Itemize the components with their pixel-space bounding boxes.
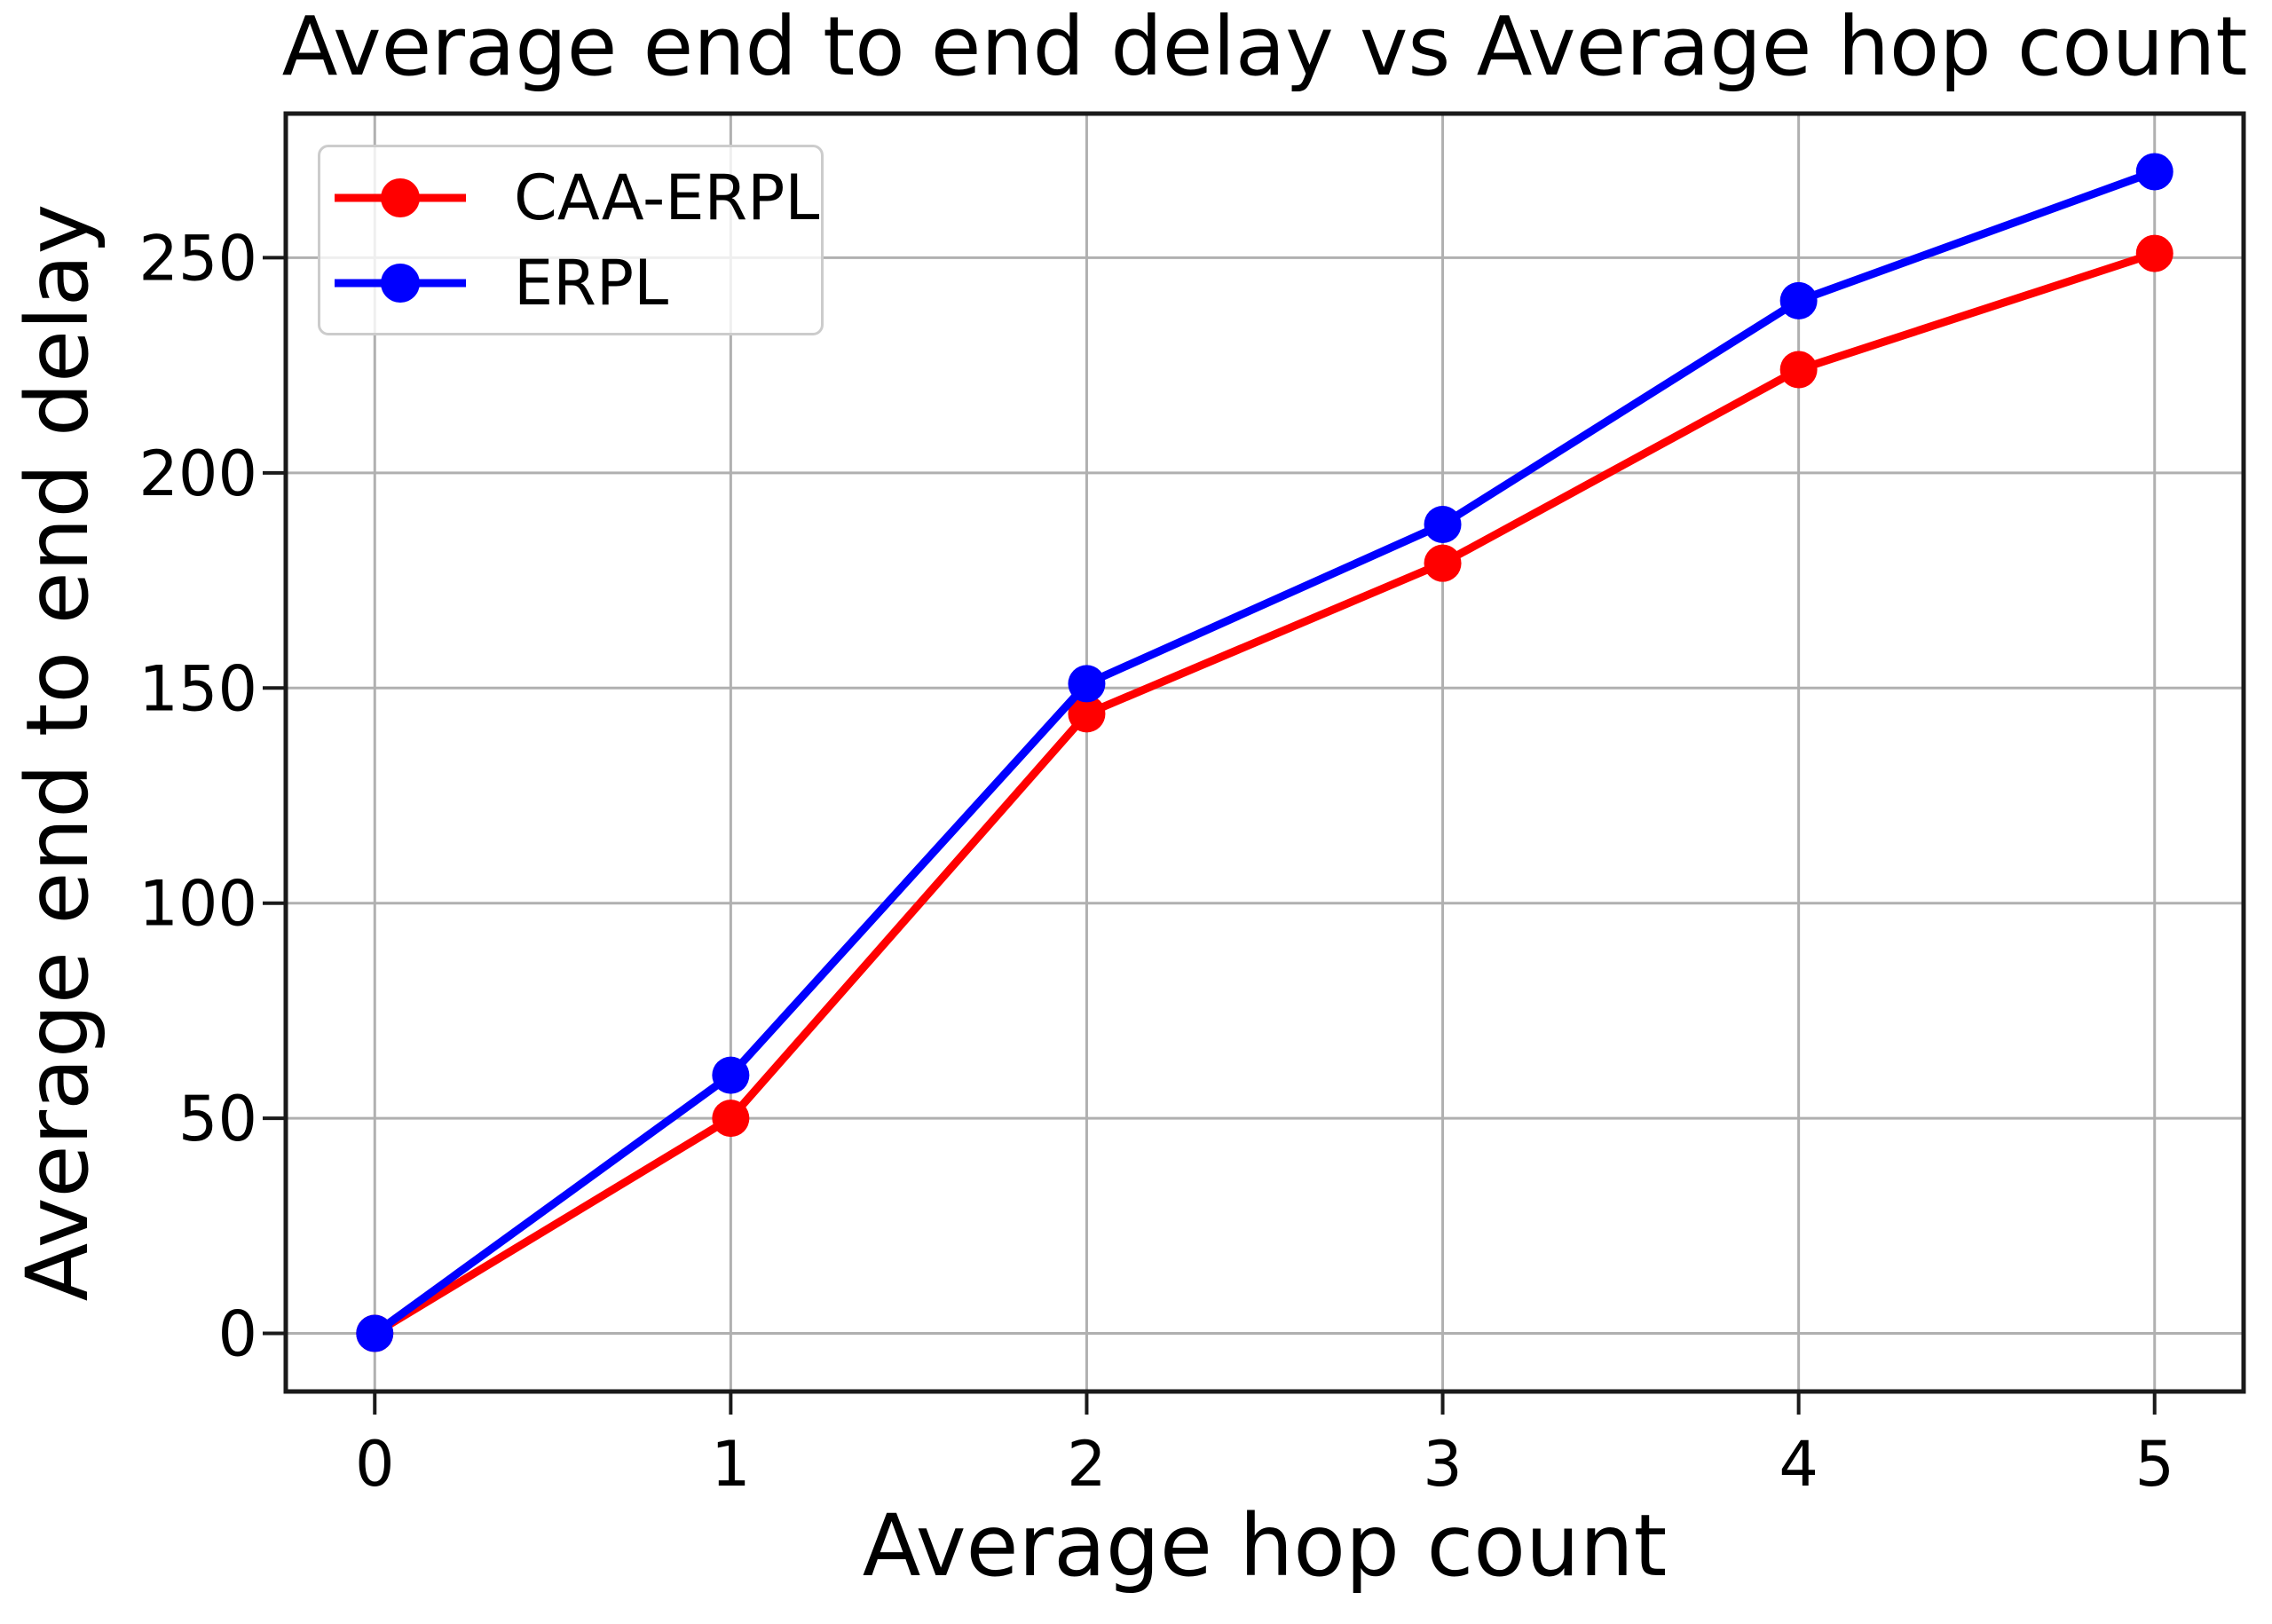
data-point-marker-caa-erpl — [1779, 351, 1818, 389]
data-point-marker-erpl — [1068, 665, 1106, 703]
x-tick-label: 1 — [711, 1428, 751, 1501]
legend: CAA-ERPL ERPL — [318, 145, 824, 335]
legend-label: CAA-ERPL — [514, 161, 820, 234]
data-point-marker-erpl — [712, 1056, 750, 1094]
data-point-marker-caa-erpl — [712, 1100, 750, 1138]
x-tick-label: 4 — [1779, 1428, 1818, 1501]
y-tick-label: 100 — [138, 868, 257, 941]
y-tick-label: 250 — [138, 222, 257, 295]
legend-label: ERPL — [514, 246, 669, 319]
data-point-marker-erpl — [356, 1314, 394, 1352]
y-axis-label: Average end to end delay — [8, 203, 108, 1302]
legend-row: CAA-ERPL — [331, 155, 821, 240]
data-point-marker-erpl — [1424, 506, 1462, 544]
x-tick-label: 5 — [2134, 1428, 2174, 1501]
legend-row: ERPL — [331, 240, 821, 326]
data-point-marker-caa-erpl — [1424, 544, 1462, 582]
data-point-marker-caa-erpl — [1068, 695, 1106, 733]
legend-line-marker-icon — [335, 177, 466, 217]
y-tick-label: 0 — [217, 1298, 257, 1371]
chart-title: Average end to end delay vs Average hop … — [281, 0, 2248, 94]
series-line-caa-erpl — [370, 249, 2159, 1338]
x-tick-label: 2 — [1067, 1428, 1107, 1501]
y-tick-label: 50 — [178, 1083, 257, 1155]
series-line-erpl — [370, 167, 2159, 1338]
plot-frame — [283, 111, 2246, 1394]
x-axis-label: Average hop count — [862, 1496, 1668, 1596]
y-tick-label: 200 — [138, 438, 257, 510]
data-point-marker-erpl — [2135, 153, 2173, 191]
x-tick-label: 0 — [355, 1428, 395, 1501]
y-tick-label: 150 — [138, 652, 257, 725]
data-point-marker-caa-erpl — [2135, 234, 2173, 272]
legend-line-marker-icon — [335, 263, 466, 303]
x-tick-label: 3 — [1423, 1428, 1463, 1501]
data-point-marker-erpl — [1779, 281, 1818, 319]
